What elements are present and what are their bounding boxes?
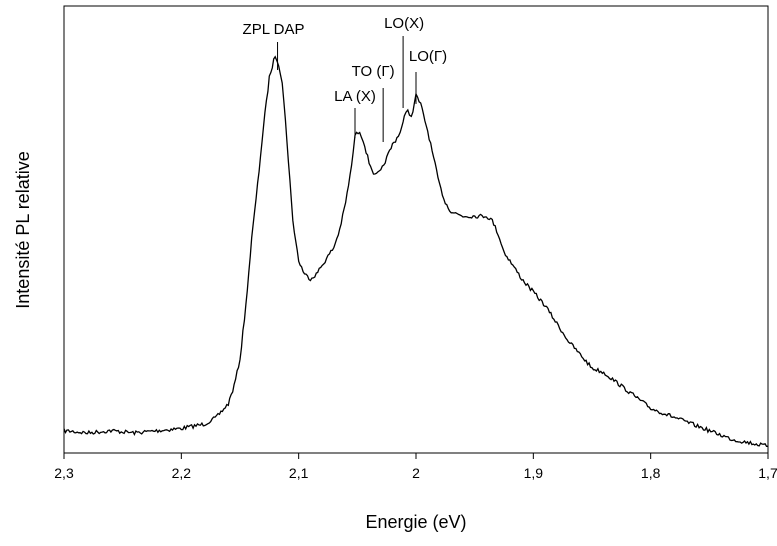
x-axis-title: Energie (eV) [365, 512, 466, 532]
x-axis-tick-labels: 2,3 2,2 2,1 2 1,9 1,8 1,7 [54, 465, 777, 481]
y-axis-title: Intensité PL relative [13, 151, 33, 308]
annotation-label: LO(Γ) [409, 48, 447, 65]
x-tick-label: 2,2 [172, 465, 192, 481]
x-tick-label: 2,3 [54, 465, 74, 481]
annotation-label: LA (X) [334, 88, 376, 105]
annotation-label: ZPL DAP [243, 21, 305, 38]
annotations: ZPL DAP LA (X) TO (Γ) LO(X) LO(Γ) [243, 15, 447, 142]
series-line [63, 55, 768, 447]
x-tick-label: 1,9 [524, 465, 544, 481]
x-tick-label: 2 [412, 465, 420, 481]
annotation-label: LO(X) [384, 15, 424, 32]
annotation-label: TO (Γ) [352, 63, 395, 80]
x-axis-ticks [63, 453, 769, 459]
x-tick-label: 1,7 [758, 465, 777, 481]
x-tick-label: 1,8 [641, 465, 661, 481]
x-tick-label: 2,1 [289, 465, 309, 481]
